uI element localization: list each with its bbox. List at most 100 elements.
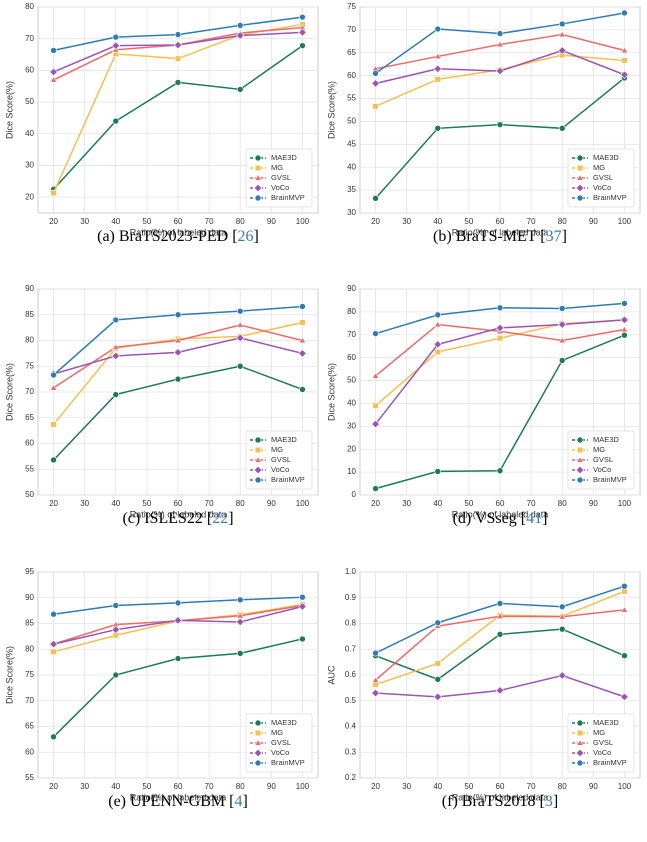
- x-tick-label: 40: [433, 217, 442, 226]
- x-tick-label: 30: [80, 217, 89, 226]
- legend-label: MG: [593, 728, 605, 737]
- x-tick-label: 80: [236, 217, 245, 226]
- y-tick-label: 70: [25, 696, 34, 705]
- marker: [254, 436, 262, 444]
- caption-text: (c) ISLES22 [: [122, 510, 212, 527]
- x-tick-label: 70: [527, 217, 536, 226]
- y-tick-label: 10: [347, 467, 356, 476]
- x-tick-label: 100: [296, 217, 310, 226]
- legend-label: VoCo: [593, 748, 611, 757]
- x-tick-label: 50: [464, 499, 473, 508]
- y-tick-label: 40: [347, 399, 356, 408]
- y-tick-label: 60: [347, 71, 356, 80]
- marker: [174, 655, 182, 662]
- citation[interactable]: 37: [546, 228, 562, 245]
- marker: [174, 79, 182, 86]
- y-tick-label: 60: [25, 65, 34, 74]
- x-tick-label: 30: [402, 499, 411, 508]
- marker: [576, 729, 584, 737]
- caption-text: ]: [254, 228, 259, 245]
- legend-label: VoCo: [593, 183, 611, 192]
- marker: [621, 57, 628, 64]
- x-axis-label: Ratio(%) of labeled data: [452, 509, 549, 519]
- marker: [253, 183, 263, 193]
- x-tick-label: 100: [296, 499, 310, 508]
- marker: [434, 76, 441, 83]
- legend-label: BrainMVP: [271, 193, 305, 202]
- caption: (f) BraTS2018 [3]: [442, 793, 558, 810]
- x-tick-label: 70: [205, 782, 214, 791]
- marker: [620, 70, 629, 79]
- marker: [111, 41, 121, 50]
- x-axis-label: Ratio(%) of labeled data: [130, 227, 227, 237]
- legend-label: GVSL: [271, 173, 291, 182]
- legend-label: MG: [271, 728, 283, 737]
- y-tick-label: 55: [347, 94, 356, 103]
- marker: [576, 476, 584, 484]
- citation[interactable]: 41: [526, 510, 542, 527]
- marker: [254, 164, 262, 172]
- legend-label: GVSL: [593, 738, 613, 747]
- x-tick-label: 30: [402, 782, 411, 791]
- y-tick-label: 0.6: [345, 670, 357, 679]
- legend-label: GVSL: [271, 455, 291, 464]
- marker: [236, 321, 244, 328]
- legend-label: VoCo: [271, 748, 289, 757]
- marker: [173, 40, 183, 50]
- marker: [50, 371, 57, 379]
- y-tick-label: 70: [25, 387, 34, 396]
- marker: [620, 325, 629, 333]
- marker: [576, 446, 584, 454]
- legend-label: MAE3D: [593, 153, 619, 162]
- marker: [557, 671, 567, 680]
- y-tick-label: 30: [347, 421, 356, 430]
- y-axis-label: Dice Score(%): [326, 363, 336, 421]
- legend-label: BrainMVP: [593, 193, 627, 202]
- y-tick-label: 0.4: [345, 722, 357, 731]
- y-tick-label: 95: [25, 567, 34, 576]
- marker: [299, 386, 306, 393]
- x-tick-label: 60: [174, 217, 183, 226]
- citation[interactable]: 3: [545, 793, 553, 810]
- x-tick-label: 90: [267, 782, 276, 791]
- legend-label: MAE3D: [271, 718, 297, 727]
- citation[interactable]: 26: [238, 228, 254, 245]
- y-tick-label: 75: [25, 361, 34, 370]
- x-axis-label: Ratio(%) of labeled data: [452, 227, 549, 237]
- marker: [299, 593, 306, 601]
- y-tick-label: 90: [347, 284, 356, 293]
- marker: [576, 739, 584, 746]
- marker: [235, 31, 245, 40]
- caption-text: ]: [242, 793, 247, 810]
- citation[interactable]: 22: [212, 510, 228, 527]
- marker: [174, 311, 182, 319]
- citation[interactable]: 4: [234, 793, 242, 810]
- x-tick-label: 30: [80, 782, 89, 791]
- marker: [372, 402, 379, 409]
- x-tick-label: 70: [205, 217, 214, 226]
- marker: [372, 330, 379, 337]
- marker: [299, 42, 306, 49]
- legend-label: MAE3D: [593, 718, 619, 727]
- marker: [371, 688, 380, 698]
- marker: [299, 303, 306, 310]
- marker: [496, 121, 504, 128]
- marker: [112, 391, 120, 398]
- marker: [112, 33, 120, 41]
- marker: [236, 362, 244, 370]
- x-tick-label: 40: [111, 782, 120, 791]
- marker: [372, 649, 379, 657]
- marker: [254, 154, 262, 162]
- marker: [298, 349, 307, 358]
- marker: [621, 331, 628, 339]
- x-tick-label: 90: [589, 782, 598, 791]
- legend-label: VoCo: [593, 465, 611, 474]
- legend-box: [567, 713, 635, 773]
- marker: [254, 476, 262, 484]
- marker: [495, 323, 505, 333]
- y-tick-label: 45: [347, 139, 356, 148]
- marker: [558, 603, 566, 611]
